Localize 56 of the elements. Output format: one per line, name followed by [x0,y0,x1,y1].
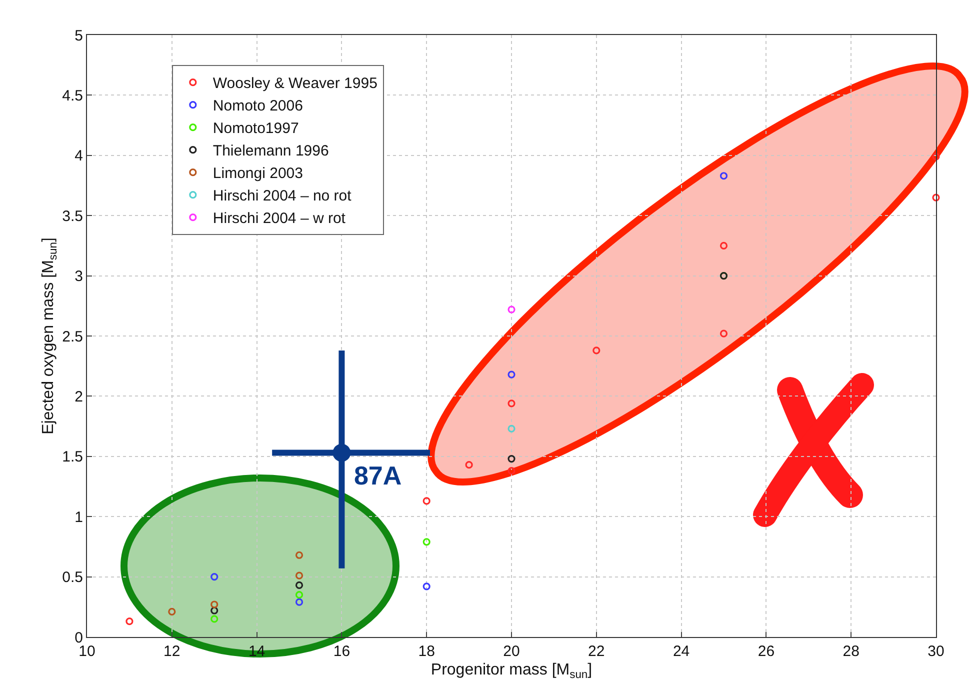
point [508,370,516,378]
x-tick-label: 20 [503,643,520,660]
y-tick-label: 2.5 [62,328,83,346]
point [508,306,516,314]
x-tick-label: 30 [928,643,944,660]
point [210,600,218,608]
point [508,467,516,475]
point [932,194,940,202]
point [332,444,351,462]
point [295,591,304,599]
point [126,618,134,626]
x-tick-label: 26 [758,643,775,660]
x-tick-label: 16 [333,643,350,660]
point [932,152,940,160]
point [295,572,304,580]
point [210,615,218,623]
x-tick-label: 18 [418,643,435,660]
point [422,582,430,590]
point [465,461,473,469]
point [508,424,516,433]
x-tick-label: 22 [588,643,605,660]
y-tick-label: 3 [74,268,83,286]
y-tick-label: 4 [74,148,83,165]
y-tick-label: 3.5 [62,208,83,225]
legend-label: Thielemann 1996 [212,142,329,160]
point [295,598,304,606]
legend-label: Nomoto1997 [212,120,299,138]
y-tick-label: 1 [74,508,83,526]
point [210,573,218,581]
point [508,400,516,408]
series-label: 87A [354,460,402,491]
point [720,242,728,250]
point [422,538,430,546]
y-tick-label: 4.5 [62,87,83,104]
x-tick-label: 12 [164,643,180,660]
x-axis-title: Progenitor mass [M$_{sun}$] [430,662,592,682]
point [422,497,430,505]
y-tick-label: 5 [74,27,83,44]
point [720,172,728,180]
legend-label: Hirschi 2004 – w rot [212,210,346,228]
y-tick-label: 0.5 [62,569,83,586]
legend-label: Limongi 2003 [212,165,303,182]
point [720,330,728,338]
point [508,455,516,463]
point [295,581,304,590]
point [295,551,304,559]
point [592,346,600,354]
legend-label: Nomoto 2006 [212,98,303,115]
legend-label: Hirschi 2004 – no rot [212,188,352,205]
x-tick-label: 28 [842,643,860,660]
point [210,606,218,614]
y-tick-label: 1.5 [62,448,83,466]
legend-label: Woosley & Weaver 1995 [212,75,378,92]
x-tick-label: 24 [672,643,690,660]
point [168,608,176,616]
y-tick-label: 2 [74,388,83,406]
